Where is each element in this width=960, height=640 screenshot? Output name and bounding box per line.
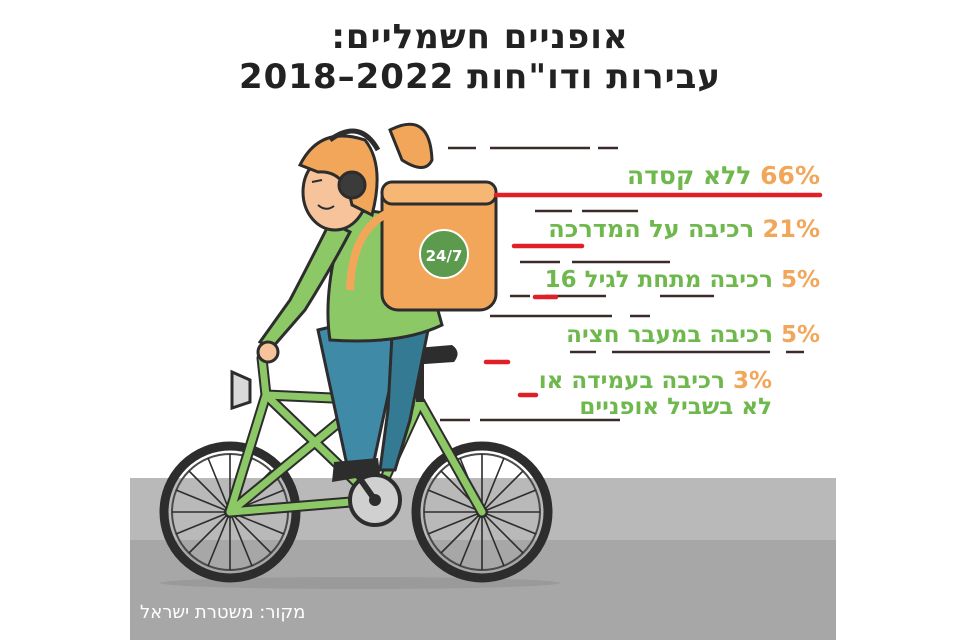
headphones	[328, 128, 381, 152]
stat-label: רכיבה מתחת לגיל 16	[544, 267, 773, 293]
stat-item: 66% ללא קסדה	[627, 163, 820, 189]
chart-title-line1: אופניים חשמליים:	[331, 17, 629, 57]
headlight	[230, 369, 252, 411]
stat-label: רכיבה במעבר חציה	[566, 322, 773, 348]
stat-percent: 3%	[732, 368, 772, 394]
backpack-logo	[419, 229, 469, 279]
rider-head	[297, 122, 434, 232]
bike-shadow	[160, 577, 560, 589]
source-credit: מקור: משטרת ישראל	[140, 602, 306, 623]
stat-item: 5% רכיבה מתחת לגיל 16	[545, 267, 820, 293]
stat-item: 5% רכיבה במעבר חציה	[566, 322, 820, 348]
stat-percent: 5%	[780, 267, 820, 293]
stat-label: רכיבה על המדרכה	[548, 215, 755, 243]
decorative-dashes	[440, 146, 804, 422]
backpack-logo-text: 24/7	[426, 247, 463, 265]
stat-percent: 66%	[760, 161, 820, 190]
rider-arm	[257, 219, 353, 350]
stat-item: 21% רכיבה על המדרכה	[548, 216, 820, 242]
stat-label-line2: לא בשביל אופניים	[579, 394, 772, 420]
stat-percent: 21%	[762, 215, 820, 243]
rider-hand	[256, 340, 280, 364]
stat-item: 3% רכיבה בעמידה או לא בשביל אופניים	[539, 368, 772, 420]
stat-label: רכיבה בעמידה או	[538, 368, 725, 394]
red-highlights	[483, 192, 823, 398]
stat-percent: 5%	[780, 322, 820, 348]
crank	[355, 474, 378, 502]
stat-label: ללא קסדה	[627, 161, 752, 190]
rider-shoe	[332, 458, 380, 482]
chart-title-line2: עבירות ודו"חות 2022–2018	[238, 57, 721, 97]
ponytail	[388, 122, 434, 169]
